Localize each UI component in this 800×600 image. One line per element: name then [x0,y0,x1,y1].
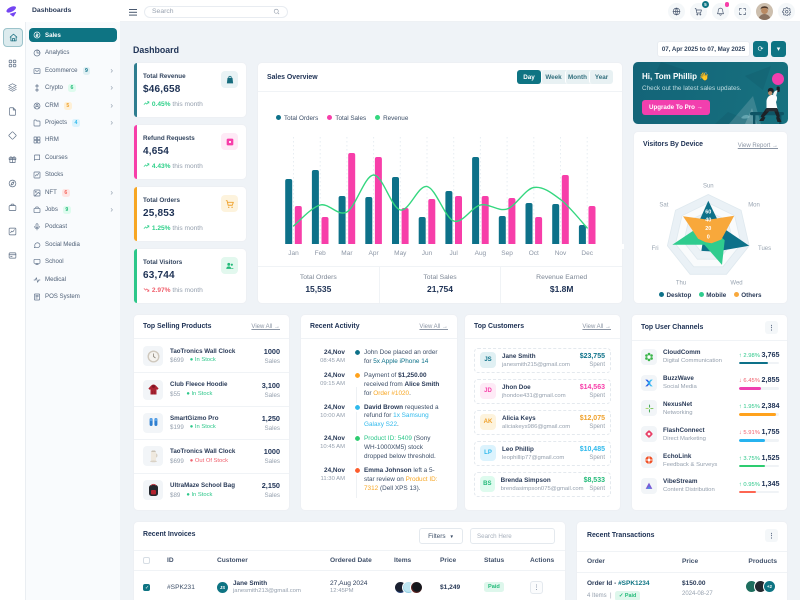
svg-text:Dec: Dec [581,250,593,257]
svg-text:Wed: Wed [730,280,742,286]
svg-text:Sun: Sun [703,184,714,190]
svg-text:Jun: Jun [422,250,433,257]
svg-text:Mon: Mon [748,203,760,209]
svg-text:40: 40 [705,218,711,224]
svg-text:Mar: Mar [341,250,353,257]
svg-text:May: May [394,250,407,257]
svg-text:Aug: Aug [475,250,487,257]
svg-text:Jul: Jul [450,250,459,257]
svg-text:Fri: Fri [652,246,659,252]
svg-text:60: 60 [705,209,711,215]
svg-text:0: 0 [707,235,710,241]
svg-text:Sat: Sat [659,203,668,209]
svg-text:Nov: Nov [555,250,567,257]
svg-text:Feb: Feb [315,250,327,257]
svg-text:Sep: Sep [501,250,513,257]
svg-text:Apr: Apr [369,250,380,257]
svg-text:Thu: Thu [676,280,686,286]
svg-text:Jan: Jan [288,250,299,257]
svg-text:Oct: Oct [529,250,539,257]
svg-text:20: 20 [705,226,711,232]
svg-text:Tues: Tues [758,246,771,252]
